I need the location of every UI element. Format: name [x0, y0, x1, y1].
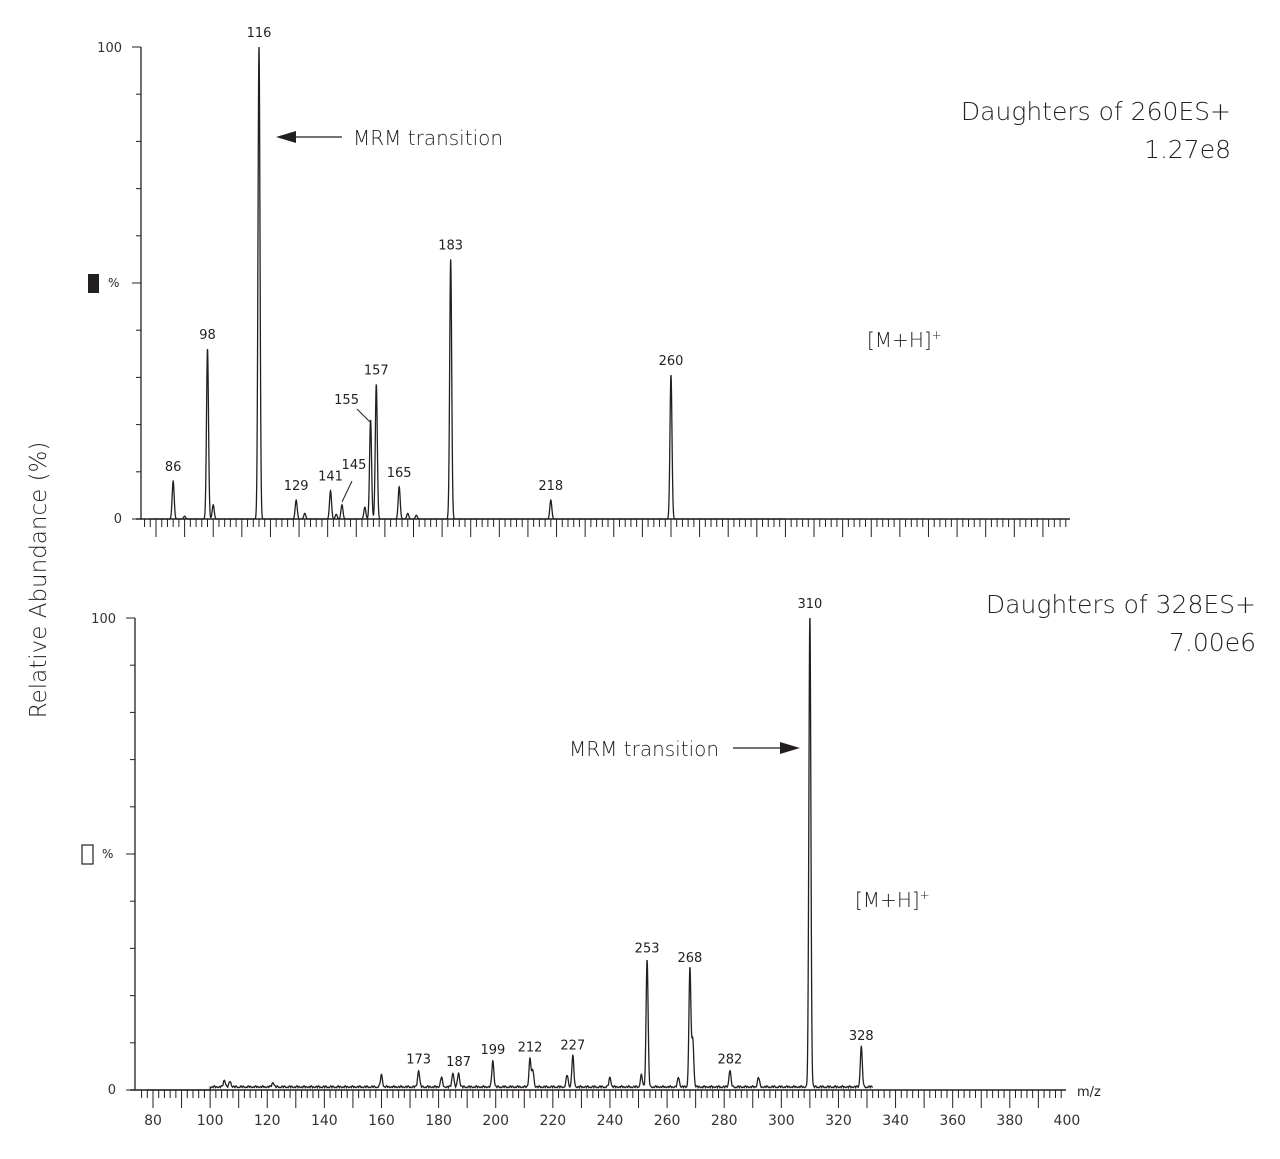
top-y-tick-0: 0 [114, 512, 122, 527]
peak-label: 86 [165, 460, 182, 475]
top-y-tick-100: 100 [97, 41, 122, 56]
bottom-mrm-label: MRM transition [569, 737, 719, 761]
bottom-x-tick-labels: 80 100 120 140 160 180 200 220 240 260 280 300 320 34… [144, 1113, 1080, 1129]
x-tick-label: 200 [482, 1113, 509, 1129]
peak-label-leader-line [356, 408, 371, 423]
bottom-y-tick-0: 0 [108, 1083, 116, 1098]
x-tick-label: 320 [825, 1113, 852, 1129]
x-axis-unit-label: m/z [1077, 1085, 1101, 1100]
bottom-spectrum-panel: 173 187 199 212 227 253 268 282 310 328 80 100 120 1… [81, 590, 1256, 1129]
peak-label: 183 [438, 238, 463, 253]
y-axis-label: Relative Abundance (%) [26, 442, 52, 719]
peak-label: 157 [364, 363, 389, 378]
peak-label: 187 [446, 1055, 471, 1070]
bottom-axes [126, 617, 1066, 1108]
peak-label: 116 [247, 26, 272, 41]
bottom-mh-text: [M+H] [855, 888, 920, 912]
x-tick-label: 400 [1054, 1113, 1081, 1129]
top-spectrum-trace [150, 46, 786, 520]
peak-label: 145 [342, 458, 367, 473]
peak-label: 310 [797, 597, 822, 612]
peak-label: 199 [480, 1043, 505, 1058]
bottom-y-mid-label: % [102, 847, 113, 861]
x-tick-label: 280 [711, 1113, 738, 1129]
x-tick-label: 100 [197, 1113, 224, 1129]
peak-label: 141 [318, 470, 343, 485]
spectrum-line [150, 46, 786, 520]
peak-label: 218 [538, 479, 563, 494]
bottom-legend-open-marker-icon [81, 844, 94, 865]
x-tick-label: 120 [254, 1113, 281, 1129]
x-tick-label: 140 [311, 1113, 338, 1129]
x-tick-label: 380 [996, 1113, 1023, 1129]
peak-label: 129 [284, 479, 309, 494]
peak-label: 155 [334, 393, 359, 408]
x-tick-label: 240 [597, 1113, 624, 1129]
x-tick-label: 360 [939, 1113, 966, 1129]
peak-label: 227 [560, 1038, 585, 1053]
top-mrm-arrow-icon [276, 131, 296, 143]
bottom-spectrum-trace [147, 617, 874, 1091]
top-mh-label: [M+H]+ [867, 328, 942, 352]
bottom-mrm-arrow-icon [780, 742, 800, 754]
top-intensity: 1.27e8 [1144, 135, 1231, 164]
x-tick-label: 340 [882, 1113, 909, 1129]
x-tick-label: 80 [144, 1113, 162, 1129]
bottom-title: Daughters of 328ES+ [986, 590, 1256, 619]
spectrum-line [147, 617, 874, 1091]
bottom-mh-label: [M+H]+ [855, 888, 930, 912]
top-mh-sup: + [932, 328, 942, 342]
peak-label: 98 [199, 328, 216, 343]
x-tick-label: 260 [654, 1113, 681, 1129]
peak-label: 253 [635, 942, 660, 957]
peak-label: 282 [717, 1052, 742, 1067]
bottom-mh-sup: + [920, 888, 930, 902]
top-legend-filled-marker-icon [88, 274, 99, 293]
top-mh-text: [M+H] [867, 328, 932, 352]
bottom-peak-labels: 173 187 199 212 227 253 268 282 310 328 [406, 597, 874, 1070]
peak-label: 165 [387, 466, 412, 481]
x-tick-label: 160 [368, 1113, 395, 1129]
top-title: Daughters of 260ES+ [961, 97, 1231, 126]
top-y-mid-label: % [108, 276, 119, 290]
top-mrm-label: MRM transition [353, 126, 503, 150]
peak-label: 173 [406, 1052, 431, 1067]
x-tick-label: 300 [768, 1113, 795, 1129]
top-axes [132, 46, 1070, 537]
peak-label-leader-line [341, 480, 353, 503]
peak-label: 212 [518, 1041, 543, 1056]
bottom-intensity: 7.00e6 [1169, 628, 1256, 657]
peak-label: 328 [849, 1029, 874, 1044]
x-tick-label: 180 [425, 1113, 452, 1129]
x-tick-label: 220 [539, 1113, 566, 1129]
peak-label: 260 [659, 354, 684, 369]
peak-label: 268 [678, 951, 703, 966]
bottom-y-tick-100: 100 [91, 612, 116, 627]
